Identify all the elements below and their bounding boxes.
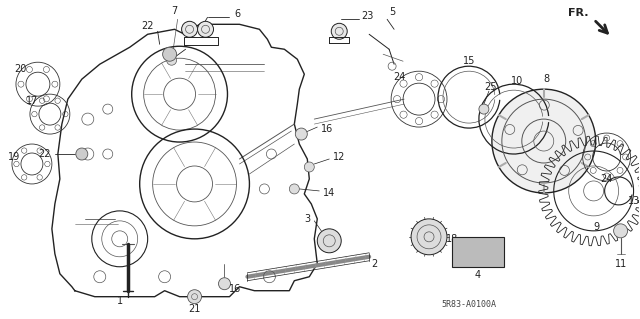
Text: 8: 8 bbox=[544, 74, 550, 84]
Text: 12: 12 bbox=[333, 152, 346, 162]
Text: 6: 6 bbox=[234, 9, 241, 19]
Text: 2: 2 bbox=[371, 259, 377, 269]
Text: 10: 10 bbox=[511, 76, 523, 86]
Circle shape bbox=[182, 21, 198, 37]
Circle shape bbox=[614, 224, 628, 238]
Text: 22: 22 bbox=[141, 21, 154, 31]
Text: 1: 1 bbox=[116, 296, 123, 306]
Circle shape bbox=[76, 148, 88, 160]
Text: 24: 24 bbox=[600, 174, 613, 184]
Text: 22: 22 bbox=[38, 149, 51, 159]
Circle shape bbox=[411, 219, 447, 255]
Text: 5R83-A0100A: 5R83-A0100A bbox=[441, 300, 496, 309]
Text: 9: 9 bbox=[593, 222, 600, 232]
Text: 7: 7 bbox=[172, 6, 178, 16]
Circle shape bbox=[163, 47, 177, 61]
Bar bbox=[452, 237, 504, 267]
Circle shape bbox=[188, 290, 202, 304]
Circle shape bbox=[166, 55, 177, 65]
Text: 19: 19 bbox=[8, 152, 20, 162]
Text: 21: 21 bbox=[188, 304, 201, 314]
Circle shape bbox=[295, 128, 307, 140]
Text: 20: 20 bbox=[14, 64, 26, 74]
Text: 23: 23 bbox=[361, 11, 373, 21]
Circle shape bbox=[218, 278, 230, 290]
Text: 13: 13 bbox=[628, 196, 640, 206]
Circle shape bbox=[479, 104, 489, 114]
Text: 5: 5 bbox=[389, 7, 396, 17]
Circle shape bbox=[332, 23, 348, 39]
Text: 25: 25 bbox=[484, 82, 497, 92]
Text: 4: 4 bbox=[475, 270, 481, 280]
Text: 14: 14 bbox=[323, 188, 335, 198]
Circle shape bbox=[289, 184, 300, 194]
Text: 16: 16 bbox=[321, 124, 333, 134]
Text: 17: 17 bbox=[26, 96, 38, 106]
Text: 15: 15 bbox=[463, 56, 475, 66]
Text: 16: 16 bbox=[229, 284, 241, 294]
Text: 11: 11 bbox=[614, 259, 627, 269]
Text: 18: 18 bbox=[446, 234, 458, 244]
Circle shape bbox=[304, 162, 314, 172]
Text: 3: 3 bbox=[304, 214, 310, 224]
Circle shape bbox=[492, 89, 596, 193]
Text: FR.: FR. bbox=[568, 8, 589, 18]
Circle shape bbox=[317, 229, 341, 253]
Circle shape bbox=[198, 21, 214, 37]
Text: 24: 24 bbox=[393, 72, 405, 82]
